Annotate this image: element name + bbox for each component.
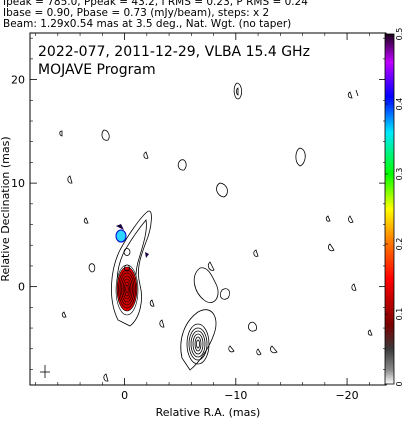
header-line-2: Ibase = 0.90, Pbase = 0.73 (mJy/beam), s…	[3, 7, 270, 19]
colorbar-tick-label: 0.4	[395, 98, 404, 111]
x-tick-label: −20	[335, 389, 358, 402]
colorbar-tick-label: 0.3	[395, 168, 404, 181]
y-axis-ticks: 0 10 20	[11, 37, 386, 370]
colorbar-ticks: 0 0.1 0.2 0.3 0.4 0.5	[385, 28, 404, 387]
y-tick-label: 20	[11, 74, 25, 87]
colorbar-tick-label: 0.1	[395, 308, 404, 321]
x-axis-ticks: 0 −10 −20	[35, 33, 370, 402]
y-axis-label: Relative Declination (mas)	[0, 136, 12, 281]
header-line-3: Beam: 1.29x0.54 mas at 3.5 deg., Nat. Wg…	[3, 18, 292, 30]
y-tick-label: 10	[11, 177, 25, 190]
x-tick-label: 0	[121, 389, 128, 402]
polarized-spot	[115, 229, 127, 243]
beam-marker	[40, 365, 50, 378]
y-tick-label: 0	[18, 281, 25, 294]
colorbar-tick-label: 0.2	[395, 238, 404, 251]
header-line-1: Ipeak = 785.0, Ppeak = 43.2, I RMS = 0.2…	[3, 0, 308, 8]
colorbar-tick-label: 0	[395, 381, 404, 386]
colorbar-tick-label: 0.5	[395, 28, 404, 41]
secondary-component	[180, 309, 217, 371]
plot-subtitle: MOJAVE Program	[38, 62, 156, 78]
core-component	[115, 264, 139, 316]
plot-title: 2022-077, 2011-12-29, VLBA 15.4 GHz	[38, 44, 310, 60]
x-axis-label: Relative R.A. (mas)	[156, 406, 261, 419]
contour-map	[59, 82, 373, 382]
colorbar	[384, 33, 395, 385]
plot-frame	[29, 32, 387, 386]
x-tick-label: −10	[224, 389, 247, 402]
jet-envelope-contour	[111, 210, 152, 327]
